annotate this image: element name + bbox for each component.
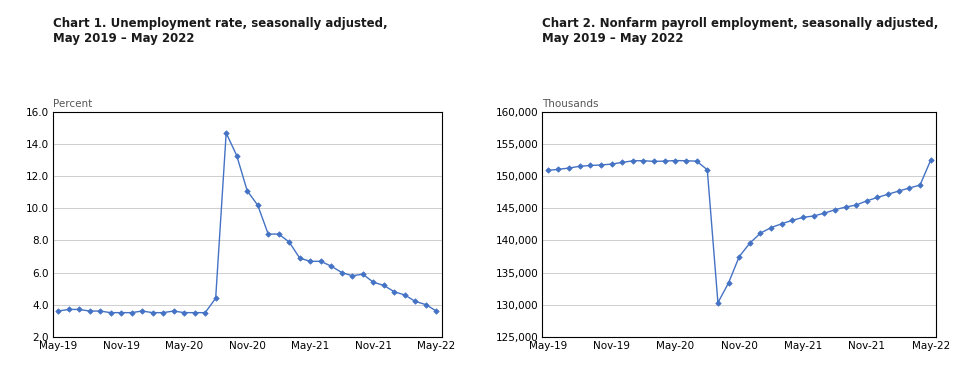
Text: Chart 1. Unemployment rate, seasonally adjusted,
May 2019 – May 2022: Chart 1. Unemployment rate, seasonally a… xyxy=(53,17,388,45)
Text: Percent: Percent xyxy=(53,99,92,109)
Text: Thousands: Thousands xyxy=(542,99,599,109)
Text: Chart 2. Nonfarm payroll employment, seasonally adjusted,
May 2019 – May 2022: Chart 2. Nonfarm payroll employment, sea… xyxy=(542,17,939,45)
